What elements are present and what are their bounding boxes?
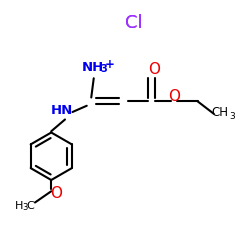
Text: O: O bbox=[168, 89, 180, 104]
Text: H: H bbox=[14, 201, 23, 211]
Text: Cl: Cl bbox=[125, 14, 142, 32]
Text: 3: 3 bbox=[230, 112, 235, 121]
Text: O: O bbox=[50, 186, 62, 201]
Text: 3: 3 bbox=[22, 204, 28, 212]
Text: O: O bbox=[148, 62, 160, 77]
Text: 3: 3 bbox=[100, 64, 107, 74]
Text: HN: HN bbox=[50, 104, 73, 117]
Text: C: C bbox=[26, 201, 34, 211]
Text: Cl: Cl bbox=[125, 14, 142, 32]
Text: +: + bbox=[105, 58, 115, 71]
Text: NH: NH bbox=[82, 61, 104, 74]
Text: CH: CH bbox=[212, 106, 228, 119]
